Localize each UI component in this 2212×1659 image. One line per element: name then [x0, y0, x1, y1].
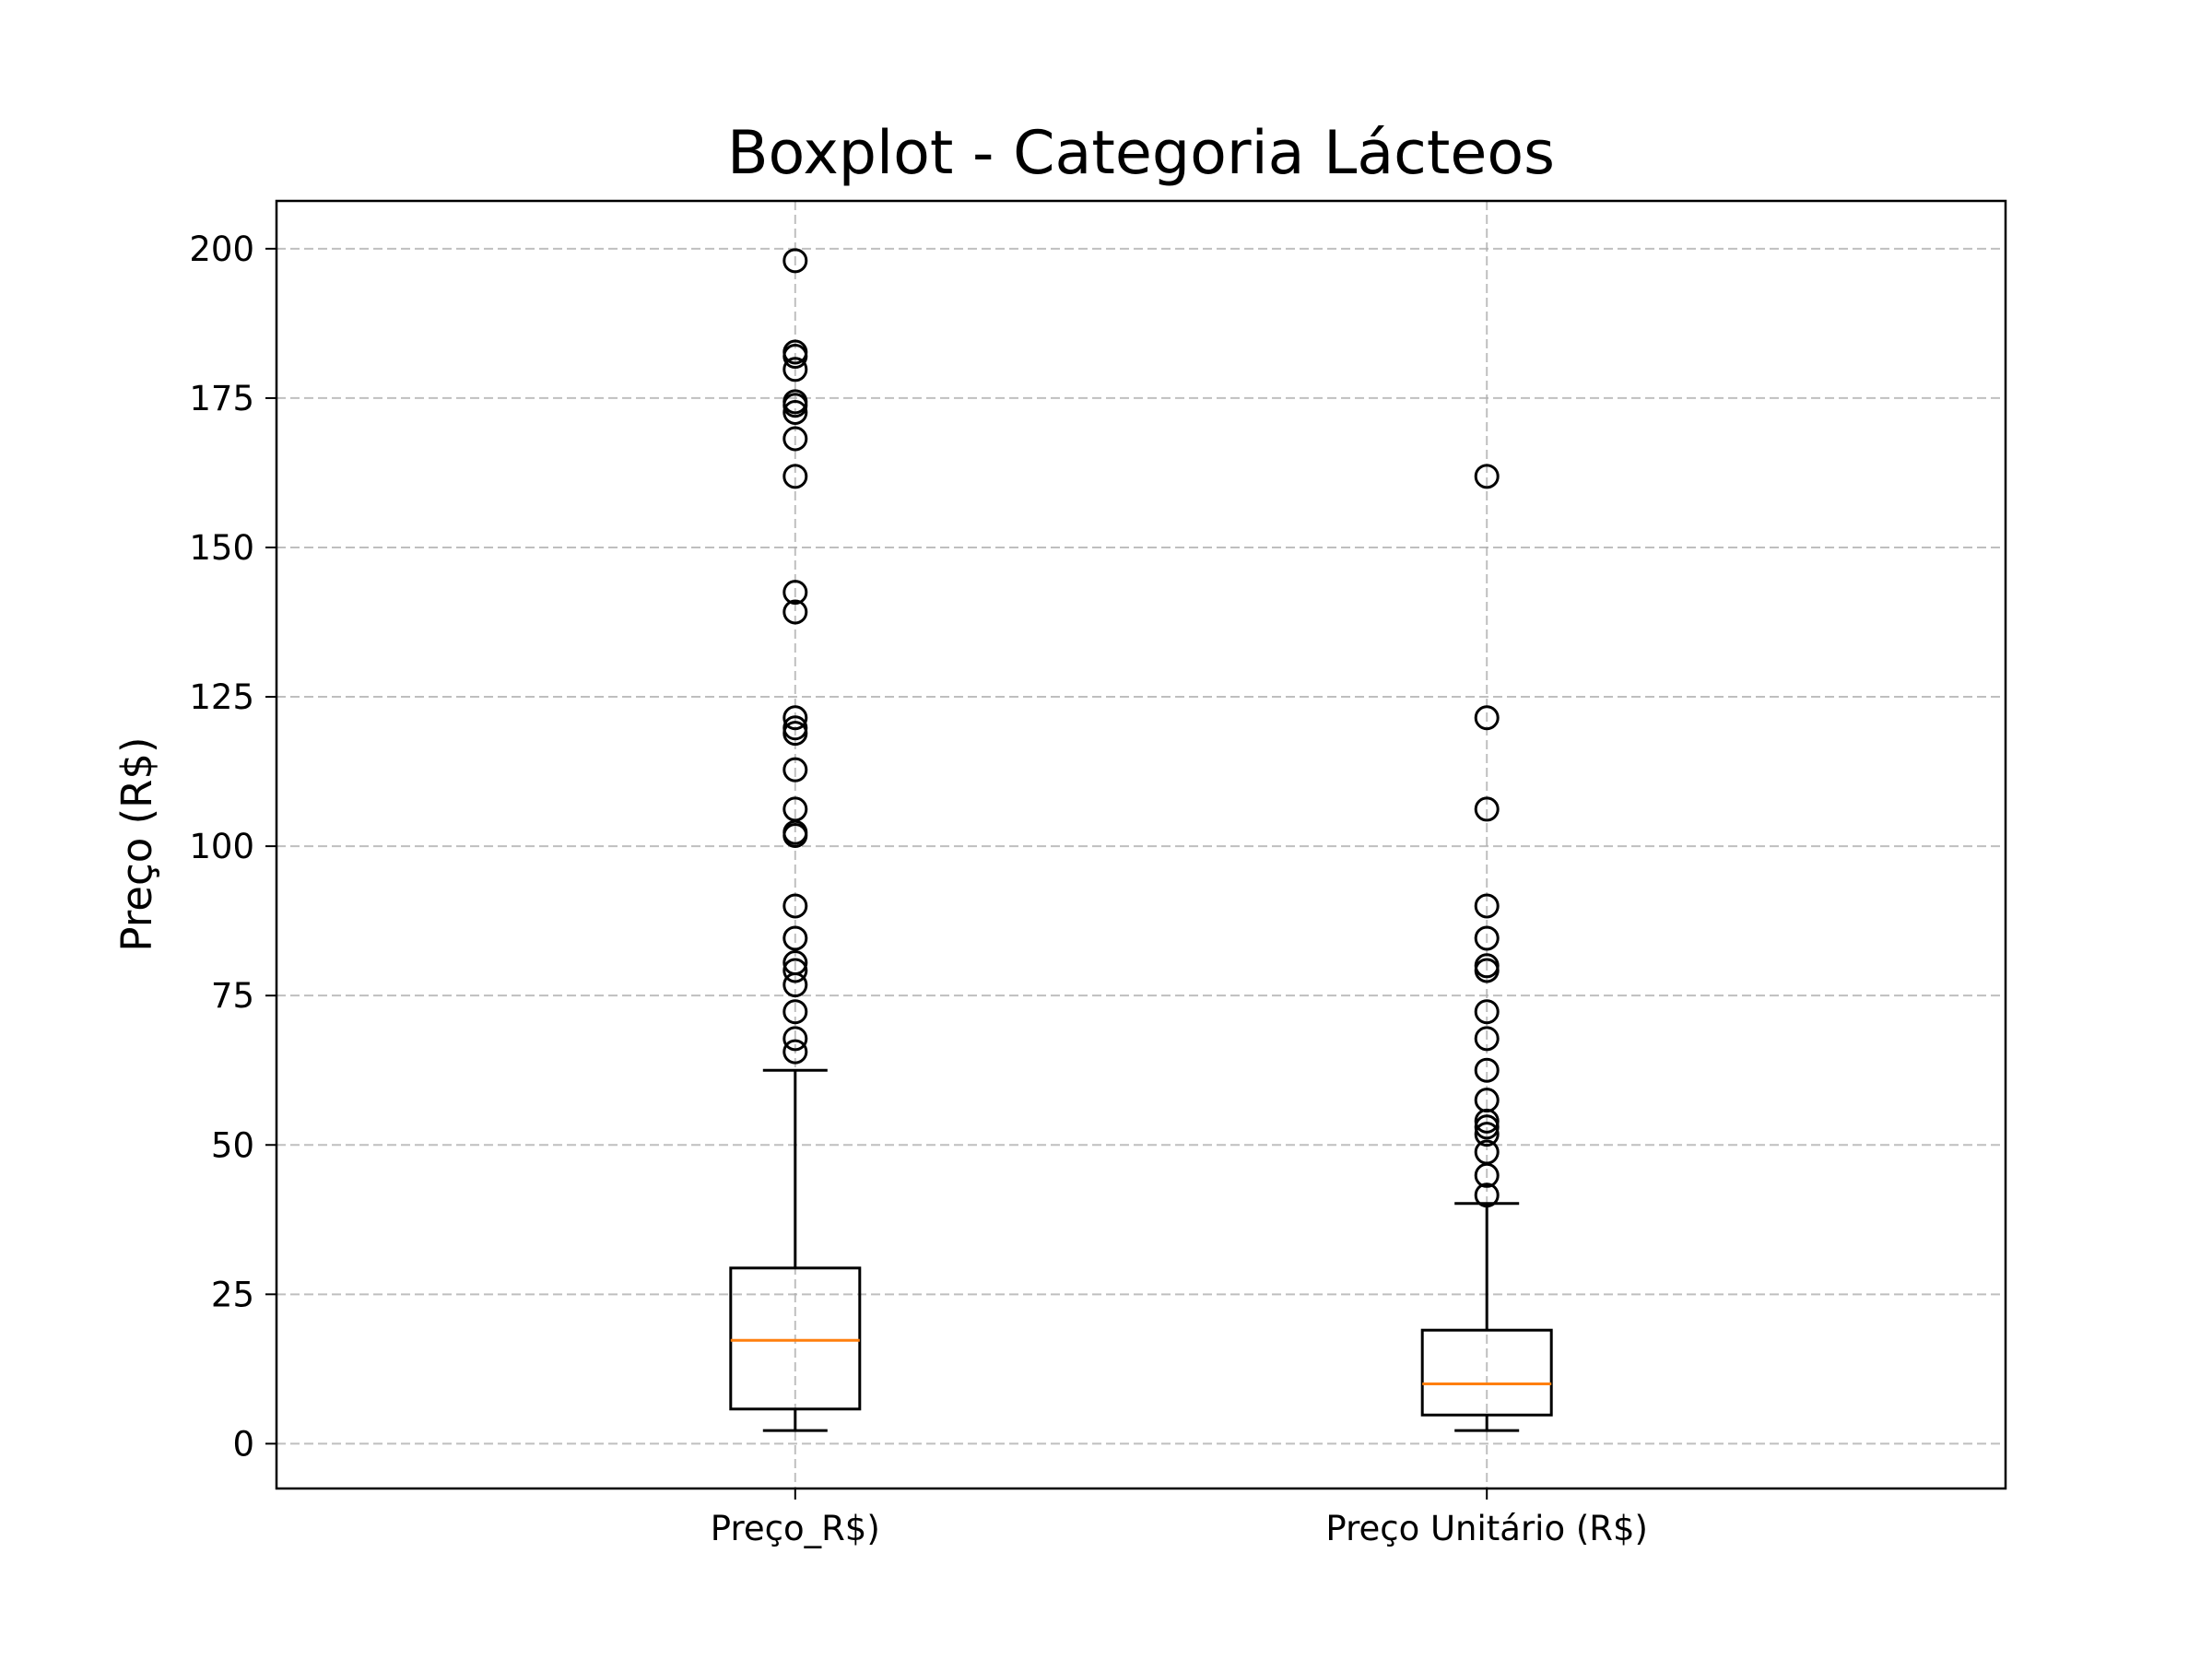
- outlier-point: [782, 248, 808, 274]
- chart-title: Boxplot - Categoria Lácteos: [727, 119, 1555, 188]
- y-axis-label: Preço (R$): [112, 736, 161, 951]
- outlier-point: [782, 950, 808, 976]
- outlier-point: [1474, 1122, 1500, 1147]
- outlier-point: [1474, 925, 1500, 951]
- outlier-point: [1474, 1088, 1500, 1113]
- outlier-point: [782, 426, 808, 452]
- outlier-point: [782, 580, 808, 606]
- grid-layer: [276, 201, 2006, 1488]
- outlier-point: [782, 893, 808, 919]
- outlier-point: [1474, 1139, 1500, 1165]
- outlier-point: [782, 999, 808, 1025]
- outlier-point: [782, 339, 808, 365]
- outlier-point: [782, 757, 808, 782]
- iqr-box: [1420, 1328, 1553, 1417]
- outlier-point: [782, 796, 808, 822]
- x-tick-label: Preço Unitário (R$): [1325, 1509, 1648, 1548]
- x-axis: Preço_R$) Preço Unitário (R$): [711, 1488, 1648, 1548]
- y-tick-label: 200: [189, 229, 254, 269]
- y-tick-label: 25: [211, 1275, 254, 1314]
- plot-frame: [275, 199, 2007, 1490]
- outlier-point: [1474, 953, 1500, 979]
- outlier-point: [782, 925, 808, 951]
- outlier-point: [1474, 1026, 1500, 1052]
- outlier-point: [782, 389, 808, 415]
- box-group: [1420, 1202, 1553, 1432]
- iqr-box: [729, 1266, 862, 1411]
- outlier-point: [1474, 796, 1500, 822]
- outlier-point: [1474, 893, 1500, 919]
- y-tick-label: 150: [189, 528, 254, 568]
- y-axis: 0 25 50 75 100 125 150 175 200: [189, 229, 276, 1464]
- box-layer: [729, 1068, 1553, 1432]
- outlier-point: [782, 705, 808, 731]
- x-tick-label: Preço_R$): [711, 1509, 880, 1548]
- outlier-layer: [782, 248, 1500, 1208]
- outlier-point: [782, 399, 808, 425]
- y-tick-label: 75: [211, 976, 254, 1016]
- y-tick-label: 50: [211, 1125, 254, 1165]
- outlier-point: [1474, 705, 1500, 731]
- outlier-point: [782, 464, 808, 489]
- outlier-point: [1474, 1114, 1500, 1140]
- outlier-point: [782, 715, 808, 741]
- outlier-point: [1474, 1057, 1500, 1083]
- outlier-point: [782, 1026, 808, 1052]
- outlier-point: [782, 357, 808, 382]
- outlier-point: [782, 1039, 808, 1065]
- y-tick-label: 175: [189, 379, 254, 418]
- y-tick-label: 125: [189, 677, 254, 717]
- y-tick-label: 100: [189, 827, 254, 866]
- outlier-point: [1474, 1182, 1500, 1208]
- outlier-point: [1474, 999, 1500, 1025]
- box-group: [729, 1068, 862, 1432]
- outlier-point: [782, 599, 808, 625]
- outlier-point: [1474, 464, 1500, 489]
- y-tick-label: 0: [232, 1424, 254, 1464]
- outlier-point: [782, 958, 808, 983]
